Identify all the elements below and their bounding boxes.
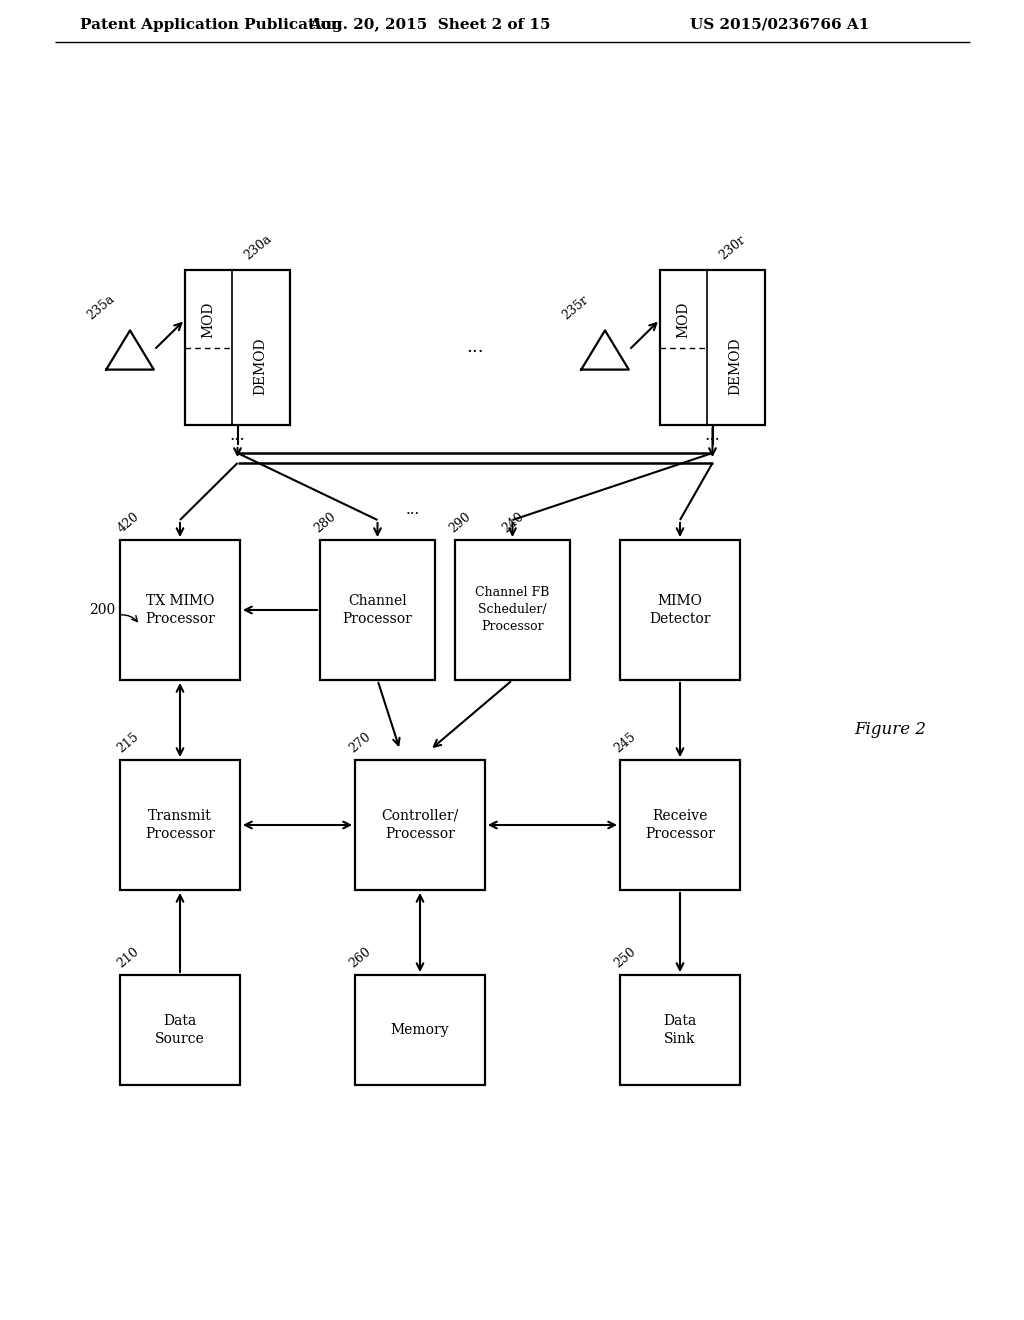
Bar [319,540,435,680]
Bar [620,540,740,680]
Text: 230a: 230a [242,232,273,261]
Text: 270: 270 [347,730,374,755]
Text: Aug. 20, 2015  Sheet 2 of 15: Aug. 20, 2015 Sheet 2 of 15 [309,18,551,32]
Text: 420: 420 [115,510,141,535]
Text: ...: ... [406,503,420,517]
Text: Memory: Memory [391,1023,450,1038]
Text: MOD: MOD [676,301,690,338]
Bar [620,975,740,1085]
Text: Transmit
Processor: Transmit Processor [145,809,215,841]
Bar [355,760,485,890]
Text: Channel
Processor: Channel Processor [343,594,413,626]
Text: 210: 210 [115,945,141,970]
Bar [120,760,240,890]
Text: MOD: MOD [201,301,215,338]
Text: Data
Source: Data Source [155,1014,205,1047]
Text: DEMOD: DEMOD [254,338,267,395]
Text: Controller/
Processor: Controller/ Processor [381,809,459,841]
Bar [120,540,240,680]
Text: TX MIMO
Processor: TX MIMO Processor [145,594,215,626]
Text: 290: 290 [447,510,473,535]
Bar [620,760,740,890]
Text: 230r: 230r [717,232,748,261]
Text: DEMOD: DEMOD [729,338,742,395]
Text: ...: ... [466,338,483,356]
Text: 235a: 235a [85,292,118,322]
Bar [455,540,570,680]
Bar [660,271,765,425]
Text: 200: 200 [89,603,115,616]
Text: ...: ... [229,426,246,444]
Text: Patent Application Publication: Patent Application Publication [80,18,342,32]
Text: Receive
Processor: Receive Processor [645,809,715,841]
Text: Channel FB
Scheduler/
Processor: Channel FB Scheduler/ Processor [475,586,550,634]
Text: US 2015/0236766 A1: US 2015/0236766 A1 [690,18,869,32]
Bar [120,975,240,1085]
Text: 240: 240 [500,510,526,535]
Text: 245: 245 [612,730,639,755]
Text: 280: 280 [312,510,339,535]
Text: MIMO
Detector: MIMO Detector [649,594,711,626]
Text: 215: 215 [115,730,141,755]
Text: 235r: 235r [560,293,591,322]
Text: Data
Sink: Data Sink [664,1014,696,1047]
Bar [355,975,485,1085]
Bar [185,271,290,425]
Text: Figure 2: Figure 2 [854,722,926,738]
Text: 260: 260 [347,945,374,970]
Text: 250: 250 [612,945,639,970]
Text: ...: ... [705,426,720,444]
